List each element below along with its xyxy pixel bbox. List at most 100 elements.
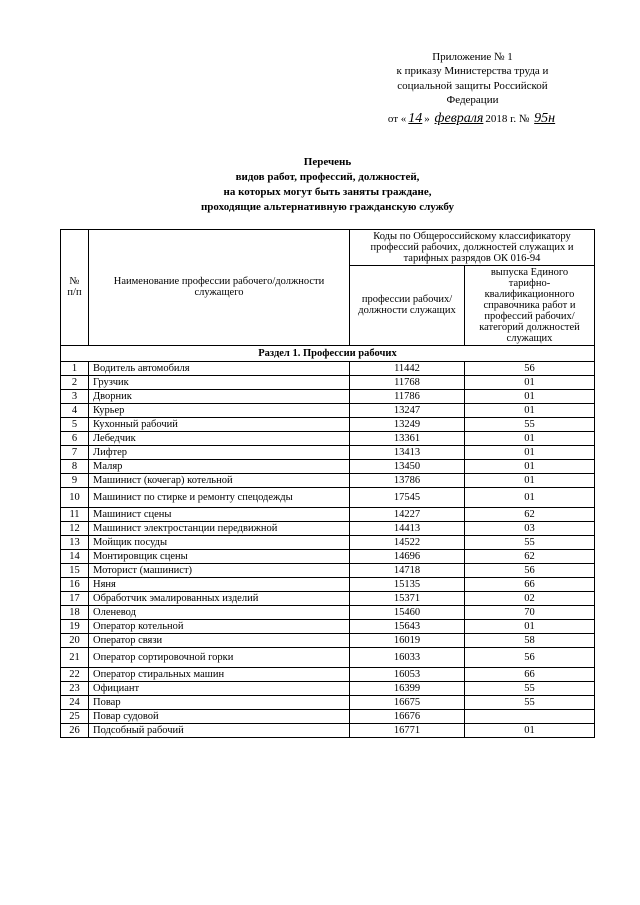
table-row: 19Оператор котельной1564301 [61, 619, 595, 633]
cell-num: 20 [61, 633, 89, 647]
table-row: 18Оленевод1546070 [61, 605, 595, 619]
title-line: на которых могут быть заняты граждане, [224, 186, 432, 198]
cell-code2: 01 [465, 375, 595, 389]
cell-name: Официант [89, 681, 350, 695]
cell-name: Няня [89, 577, 350, 591]
cell-code1: 14522 [350, 535, 465, 549]
table-row: 8Маляр1345001 [61, 459, 595, 473]
title-line: видов работ, профессий, должностей, [236, 171, 420, 183]
cell-num: 1 [61, 361, 89, 375]
table-row: 21Оператор сортировочной горки1603356 [61, 647, 595, 667]
cell-num: 4 [61, 403, 89, 417]
cell-name: Водитель автомобиля [89, 361, 350, 375]
cell-num: 10 [61, 487, 89, 507]
date-prefix: от « [388, 113, 406, 125]
cell-num: 2 [61, 375, 89, 389]
cell-name: Грузчик [89, 375, 350, 389]
cell-name: Обработчик эмалированных изделий [89, 591, 350, 605]
cell-code1: 13247 [350, 403, 465, 417]
table-row: 3Дворник1178601 [61, 389, 595, 403]
cell-name: Подсобный рабочий [89, 723, 350, 737]
cell-code1: 14413 [350, 521, 465, 535]
cell-num: 25 [61, 709, 89, 723]
header-name: Наименование профессии рабочего/должност… [89, 229, 350, 345]
cell-code1: 15371 [350, 591, 465, 605]
cell-num: 9 [61, 473, 89, 487]
cell-code1: 11768 [350, 375, 465, 389]
table-row: 16Няня1513566 [61, 577, 595, 591]
cell-name: Машинист сцены [89, 507, 350, 521]
cell-code2: 01 [465, 723, 595, 737]
cell-code2: 01 [465, 431, 595, 445]
cell-code2: 01 [465, 619, 595, 633]
cell-name: Маляр [89, 459, 350, 473]
cell-name: Повар судовой [89, 709, 350, 723]
appendix-line: социальной защиты Российской [397, 80, 547, 92]
table-row: 13Мойщик посуды1452255 [61, 535, 595, 549]
cell-code2: 02 [465, 591, 595, 605]
table-row: 22Оператор стиральных машин1605366 [61, 667, 595, 681]
cell-code1: 14696 [350, 549, 465, 563]
cell-code1: 16399 [350, 681, 465, 695]
header-num: № п/п [61, 229, 89, 345]
cell-num: 21 [61, 647, 89, 667]
header-code2: выпуска Единого тарифно-квалификационног… [465, 265, 595, 345]
table-row: 24Повар1667555 [61, 695, 595, 709]
cell-code1: 11442 [350, 361, 465, 375]
cell-code2: 62 [465, 549, 595, 563]
cell-num: 16 [61, 577, 89, 591]
cell-code2: 55 [465, 535, 595, 549]
cell-name: Моторист (машинист) [89, 563, 350, 577]
cell-code1: 13249 [350, 417, 465, 431]
cell-code1: 14227 [350, 507, 465, 521]
cell-code2: 66 [465, 577, 595, 591]
cell-num: 17 [61, 591, 89, 605]
table-row: 15Моторист (машинист)1471856 [61, 563, 595, 577]
header-code1: профессии рабочих/должности служащих [350, 265, 465, 345]
cell-code1: 15643 [350, 619, 465, 633]
cell-name: Кухонный рабочий [89, 417, 350, 431]
cell-code1: 16033 [350, 647, 465, 667]
table-row: 12Машинист электростанции передвижной144… [61, 521, 595, 535]
appendix-block: Приложение № 1 к приказу Министерства тр… [350, 50, 595, 107]
cell-name: Оператор стиральных машин [89, 667, 350, 681]
cell-num: 6 [61, 431, 89, 445]
header-codes-top: Коды по Общероссийскому классификатору п… [350, 229, 595, 265]
cell-code2: 55 [465, 695, 595, 709]
cell-code2: 70 [465, 605, 595, 619]
cell-num: 23 [61, 681, 89, 695]
cell-code2: 58 [465, 633, 595, 647]
cell-name: Оператор связи [89, 633, 350, 647]
cell-code2: 01 [465, 389, 595, 403]
date-line: от «14» февраля2018 г. № 95н [350, 111, 595, 127]
cell-code1: 15460 [350, 605, 465, 619]
cell-num: 15 [61, 563, 89, 577]
cell-num: 8 [61, 459, 89, 473]
cell-code1: 16675 [350, 695, 465, 709]
cell-name: Лебедчик [89, 431, 350, 445]
appendix-line: к приказу Министерства труда и [397, 65, 549, 77]
cell-code2: 01 [465, 445, 595, 459]
table-row: 23Официант1639955 [61, 681, 595, 695]
professions-table: № п/п Наименование профессии рабочего/до… [60, 229, 595, 738]
section-title: Раздел 1. Профессии рабочих [61, 345, 595, 361]
cell-name: Машинист (кочегар) котельной [89, 473, 350, 487]
cell-name: Оленевод [89, 605, 350, 619]
cell-code2: 01 [465, 403, 595, 417]
cell-code2: 62 [465, 507, 595, 521]
table-row: 1Водитель автомобиля1144256 [61, 361, 595, 375]
cell-code2: 55 [465, 681, 595, 695]
table-row: 20Оператор связи1601958 [61, 633, 595, 647]
cell-code1: 15135 [350, 577, 465, 591]
cell-name: Лифтер [89, 445, 350, 459]
cell-code2: 66 [465, 667, 595, 681]
document-title: Перечень видов работ, профессий, должнос… [60, 155, 595, 214]
table-row: 6Лебедчик1336101 [61, 431, 595, 445]
cell-name: Дворник [89, 389, 350, 403]
cell-num: 5 [61, 417, 89, 431]
table-row: 2Грузчик1176801 [61, 375, 595, 389]
cell-num: 19 [61, 619, 89, 633]
cell-num: 26 [61, 723, 89, 737]
cell-code2 [465, 709, 595, 723]
cell-code2: 55 [465, 417, 595, 431]
